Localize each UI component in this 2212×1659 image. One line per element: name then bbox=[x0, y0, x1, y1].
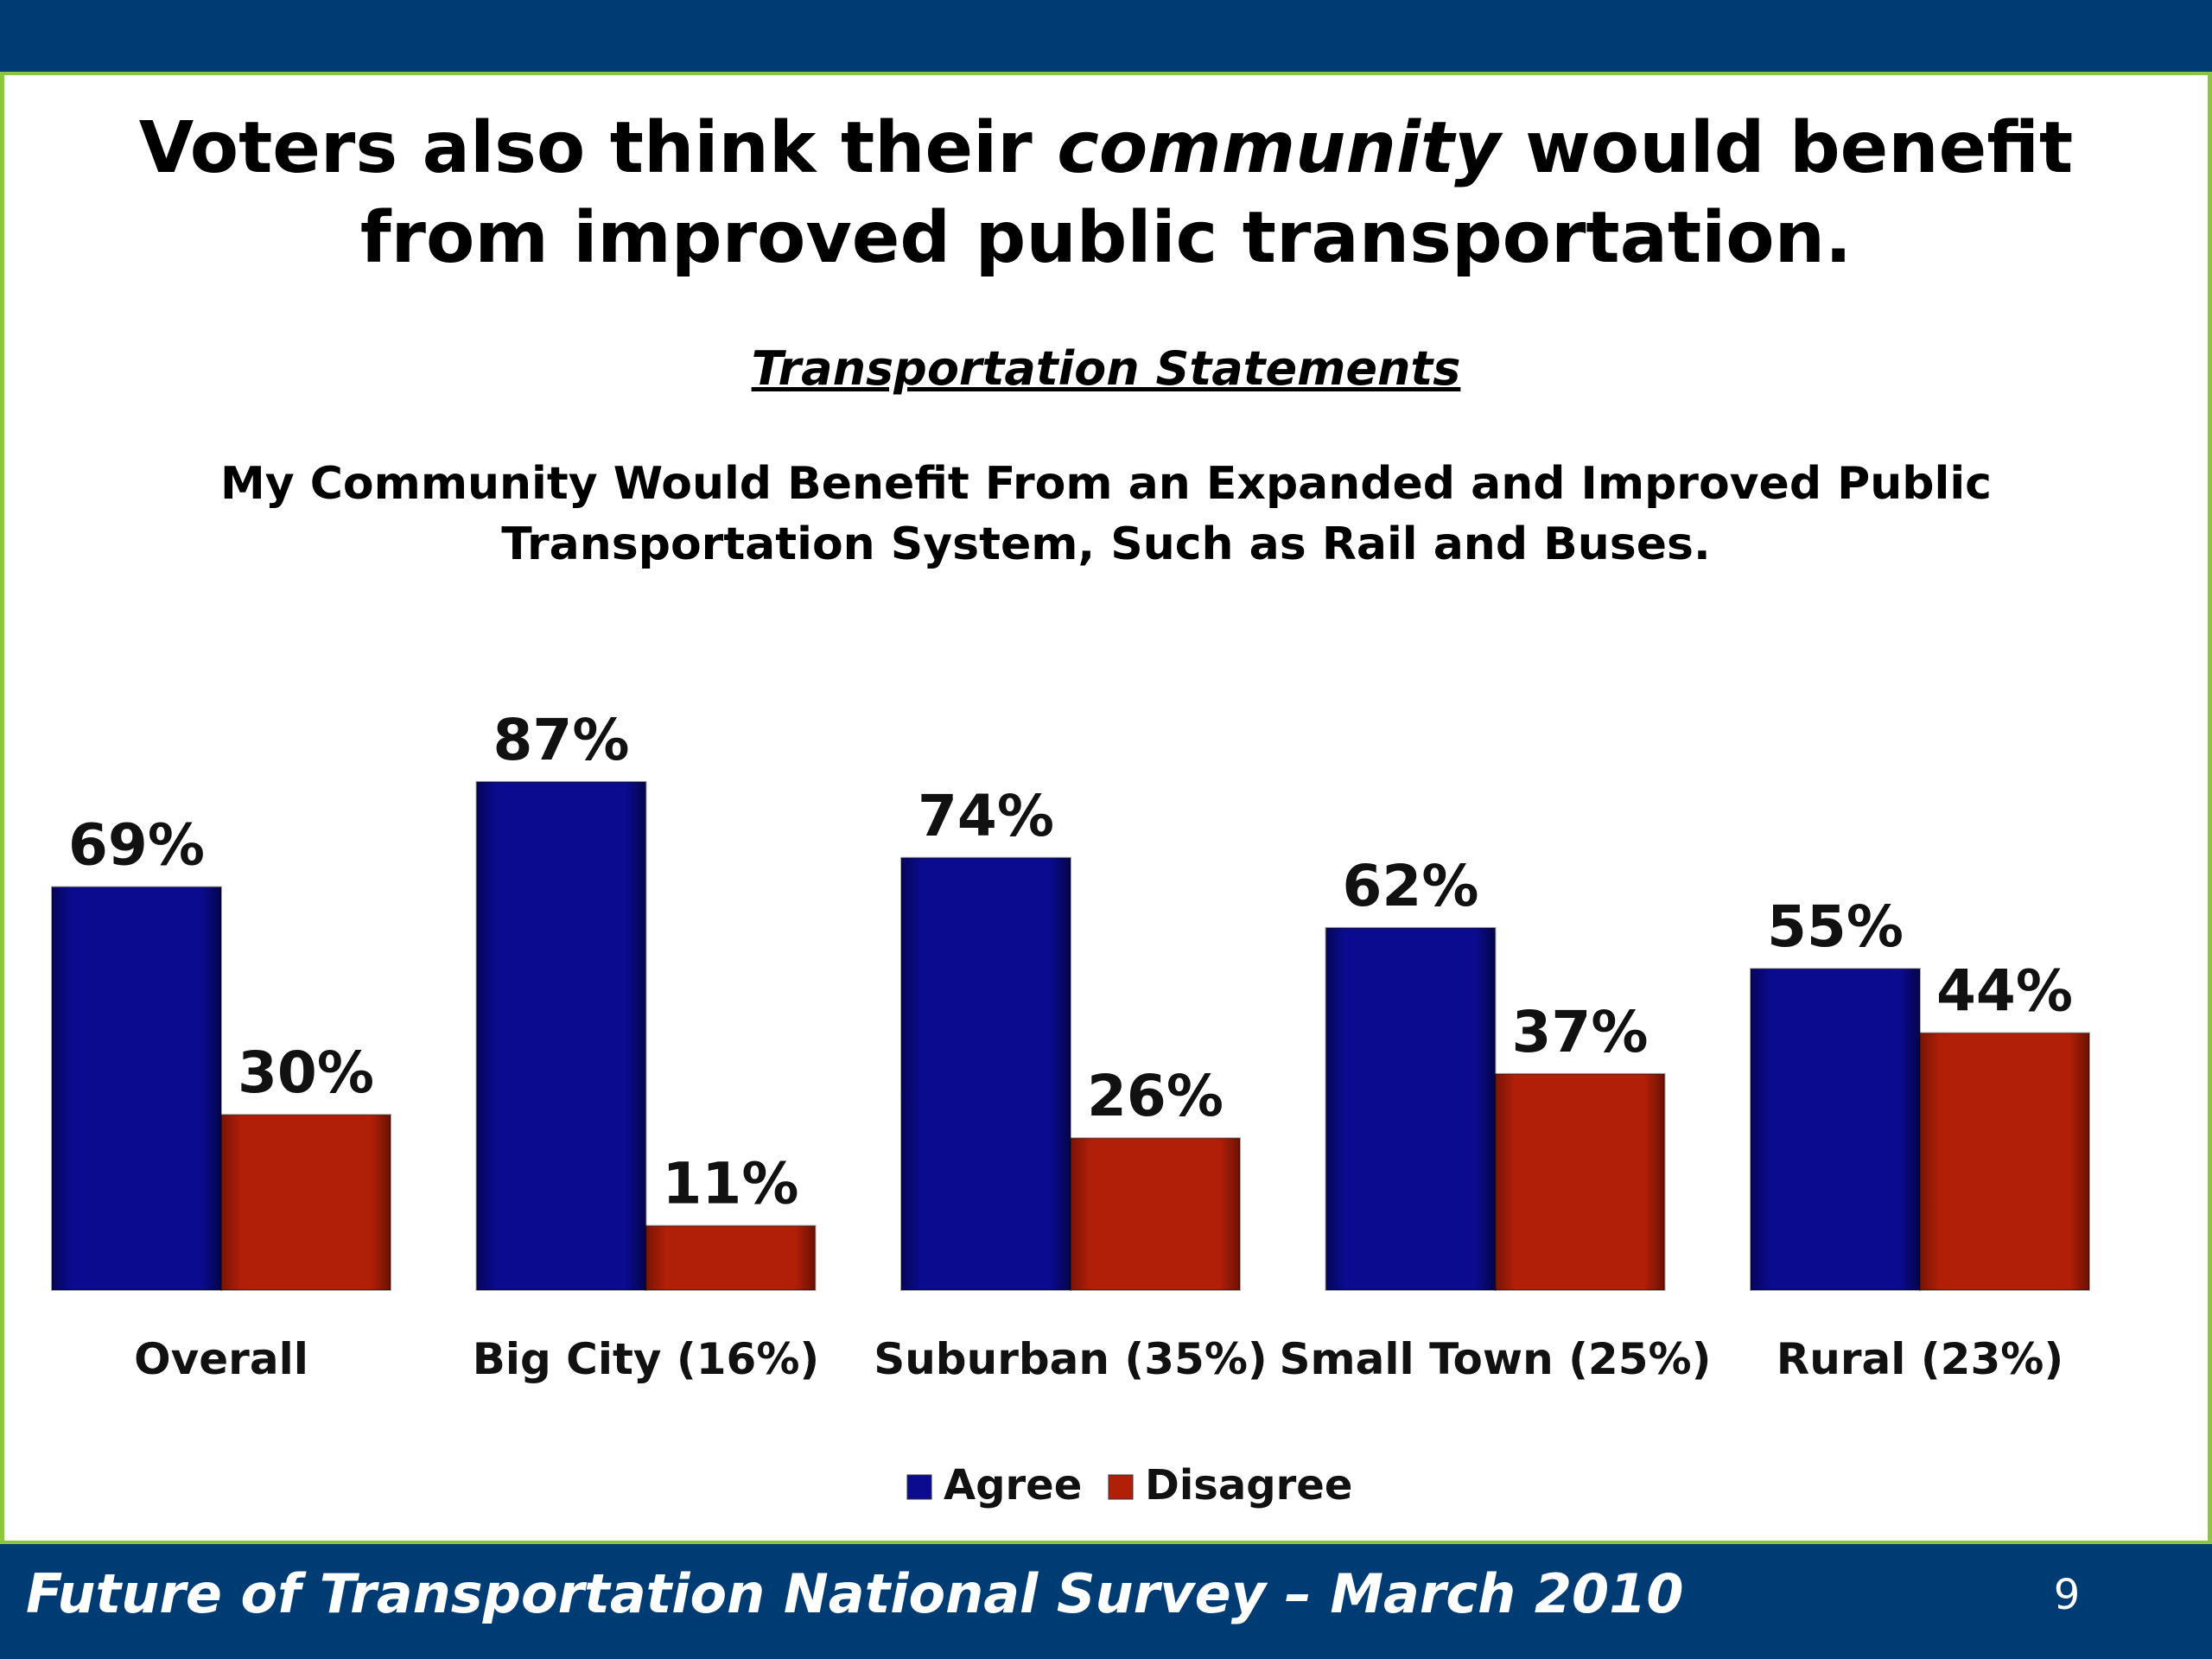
data-label-agree-2: 74% bbox=[918, 783, 1054, 849]
data-label-agree-0: 69% bbox=[68, 812, 205, 879]
category-label-2: Suburban (35%) bbox=[874, 1334, 1268, 1384]
title-part-2: would benefit from improved public trans… bbox=[359, 107, 2074, 279]
legend-swatch-agree bbox=[906, 1474, 932, 1500]
data-label-disagree-4: 44% bbox=[1936, 958, 2073, 1025]
page-number: 9 bbox=[2053, 1571, 2081, 1619]
bar-chart: 69% 30% Overall 87% 11% Big City (16%) 74% 26% S… bbox=[51, 707, 2090, 1510]
legend-swatch-disagree bbox=[1108, 1474, 1134, 1500]
bar-agree-2 bbox=[900, 856, 1071, 1291]
data-label-agree-3: 62% bbox=[1343, 853, 1479, 919]
data-label-disagree-2: 26% bbox=[1087, 1063, 1224, 1129]
survey-question: My Community Would Benefit From an Expan… bbox=[220, 458, 1992, 570]
bar-agree-4 bbox=[1750, 968, 1921, 1291]
bar-disagree-3 bbox=[1494, 1072, 1666, 1291]
category-label-1: Big City (16%) bbox=[473, 1334, 820, 1384]
header-band bbox=[0, 0, 2212, 72]
data-label-disagree-1: 11% bbox=[663, 1151, 799, 1217]
bar-disagree-4 bbox=[1919, 1032, 2090, 1291]
footer-band bbox=[0, 1544, 2212, 1659]
legend-label-agree: Agree bbox=[944, 1461, 1082, 1510]
slide-title: Voters also think their community would … bbox=[69, 104, 2143, 283]
bar-agree-3 bbox=[1325, 926, 1497, 1291]
category-label-4: Rural (23%) bbox=[1777, 1334, 2063, 1384]
slide-frame bbox=[0, 72, 2212, 1544]
title-emphasis: community bbox=[1057, 107, 1501, 189]
category-label-0: Overall bbox=[134, 1334, 308, 1384]
footer-survey-title: Future of Transportation National Survey… bbox=[26, 1562, 1684, 1625]
bar-agree-0 bbox=[51, 886, 222, 1291]
legend-label-disagree: Disagree bbox=[1145, 1461, 1352, 1510]
bar-agree-1 bbox=[475, 780, 647, 1291]
chart-subtitle: Transportation Statements bbox=[751, 341, 1461, 396]
data-label-disagree-3: 37% bbox=[1512, 999, 1649, 1065]
data-label-agree-4: 55% bbox=[1767, 893, 1904, 960]
title-part-1: Voters also think their bbox=[138, 107, 1058, 189]
data-label-disagree-0: 30% bbox=[238, 1039, 374, 1106]
category-label-3: Small Town (25%) bbox=[1280, 1334, 1712, 1384]
bar-disagree-2 bbox=[1070, 1137, 1241, 1291]
bar-disagree-1 bbox=[645, 1224, 817, 1292]
data-label-agree-1: 87% bbox=[493, 707, 630, 773]
bar-disagree-0 bbox=[220, 1114, 391, 1292]
